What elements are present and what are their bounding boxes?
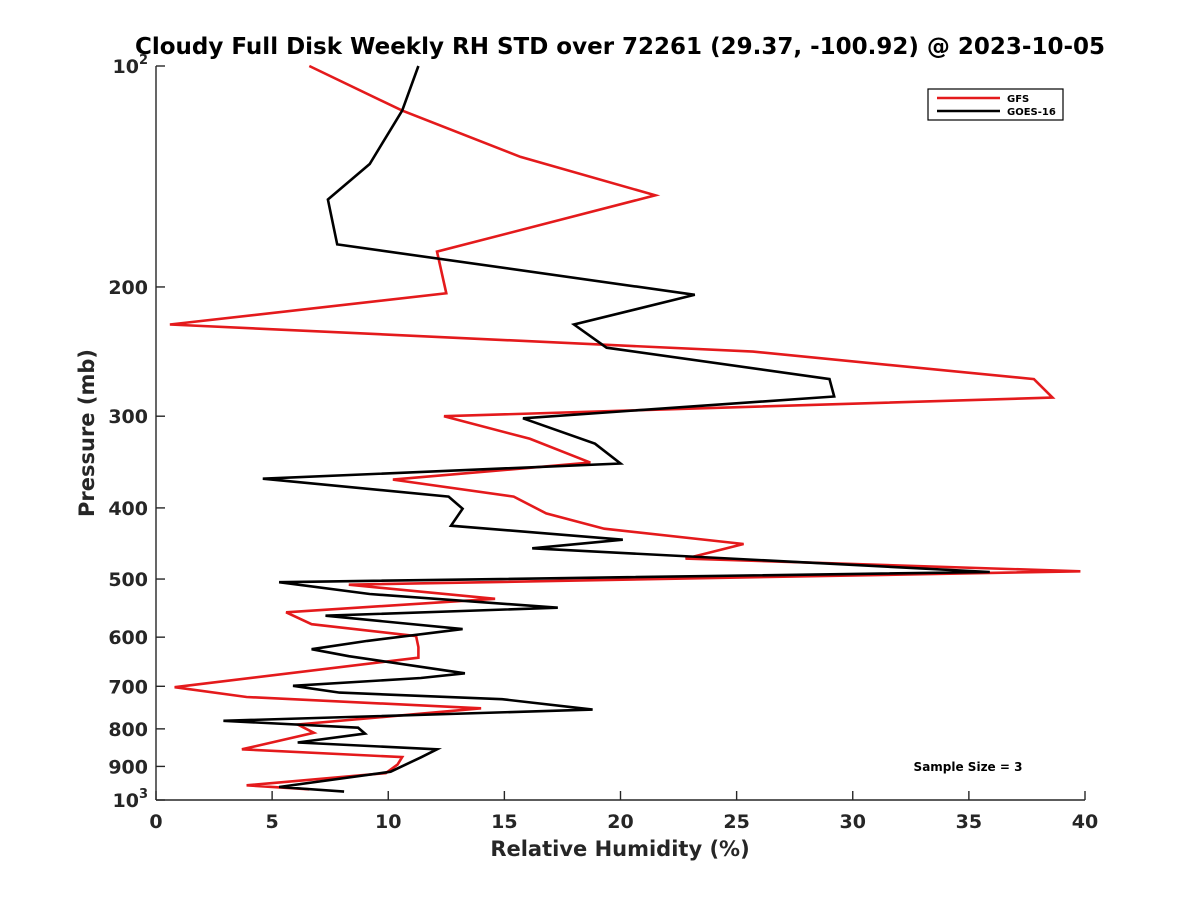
axes	[155, 66, 1085, 801]
x-tick-label: 35	[956, 811, 982, 833]
y-tick-label: 700	[108, 676, 148, 698]
y-tick-label: 800	[108, 719, 148, 741]
x-tick-label: 30	[840, 811, 866, 833]
y-tick-label: 300	[108, 406, 148, 428]
y-tick-label: 900	[108, 756, 148, 778]
legend-label: GFS	[1007, 94, 1029, 105]
y-tick-label: 103	[113, 787, 149, 812]
y-axis-label: Pressure (mb)	[75, 349, 99, 517]
x-tick-label: 10	[375, 811, 401, 833]
plot-series	[169, 64, 1081, 793]
series-line-gfs	[169, 64, 1081, 791]
x-tick-label: 20	[607, 811, 633, 833]
y-tick-label: 400	[108, 498, 148, 520]
x-tick-label: 15	[491, 811, 517, 833]
x-tick-label: 25	[723, 811, 749, 833]
x-tick-label: 5	[266, 811, 279, 833]
legend-box	[927, 88, 1064, 121]
y-tick-label: 600	[108, 627, 148, 649]
chart-title: Cloudy Full Disk Weekly RH STD over 7226…	[135, 34, 1105, 60]
x-tick-label: 40	[1072, 811, 1098, 833]
y-tick-label: 200	[108, 277, 148, 299]
y-tick-label: 500	[108, 569, 148, 591]
legend-label: GOES-16	[1007, 107, 1056, 118]
y-tick-label: 102	[113, 53, 149, 78]
x-axis-ticks: 0 5 10 15 20 25 30 35 40	[149, 791, 1098, 833]
series-line-goes-16	[223, 65, 990, 793]
x-axis-label: Relative Humidity (%)	[490, 837, 749, 861]
x-tick-label: 0	[149, 811, 162, 833]
legend: GFS GOES-16	[927, 88, 1064, 121]
sample-size-annotation: Sample Size = 3	[914, 760, 1023, 774]
y-axis-ticks: 102 200 300 400 500 600 700 800 900 103	[108, 53, 165, 812]
